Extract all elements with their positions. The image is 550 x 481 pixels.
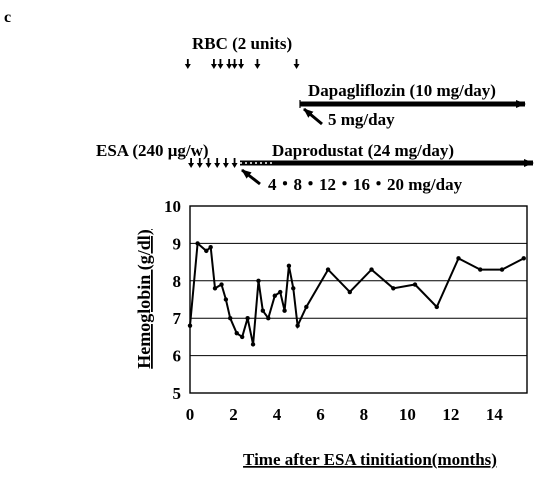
data-point [278,289,283,295]
rbc-arrow [184,64,191,69]
esa-arrow [205,163,212,168]
y-axis-label: Hemoglobin (g/dl) [134,229,155,369]
x-tick-label: 14 [486,405,504,424]
data-point [347,289,353,295]
daprodustat-titration-label: 4・8・12・16・20 mg/day [268,175,463,194]
esa-arrow [196,163,203,168]
gridlines [190,242,527,357]
esa-dose-markers [188,158,238,168]
data-point [272,293,277,298]
rbc-arrow [226,64,233,69]
y-tick-label: 10 [164,197,181,216]
x-tick-label: 4 [273,405,282,424]
data-point [325,267,331,272]
rbc-arrow [210,64,217,69]
data-point [434,304,439,310]
y-tick-labels: 5 6 7 8 9 10 [164,197,182,403]
y-tick-label: 7 [173,309,182,328]
rbc-arrow [217,64,224,69]
rbc-arrow [254,64,261,69]
y-tick-label: 6 [173,347,182,366]
plot-frame [189,205,528,394]
data-point [291,286,296,291]
data-point [304,304,309,310]
y-tick-label: 5 [173,384,182,403]
x-axis-label: Time after ESA tinitiation(months) [243,450,497,469]
data-point [456,256,461,261]
data-point [228,316,233,321]
x-tick-label: 0 [186,405,195,424]
data-point [391,286,396,291]
x-tick-label: 8 [360,405,369,424]
x-tick-label: 10 [399,405,416,424]
rbc-arrow [293,64,300,69]
data-point [212,286,218,291]
y-tick-label: 8 [173,272,182,291]
data-point [286,263,292,269]
data-point [219,282,224,287]
data-point [223,297,229,302]
data-point [266,316,271,321]
data-point [234,330,239,336]
data-point [521,256,526,261]
x-tick-labels: 0 2 4 6 8 10 12 14 [186,405,504,424]
data-point [239,334,245,340]
data-point [412,282,418,287]
rbc-arrow [238,64,245,69]
x-tick-label: 2 [229,405,238,424]
data-point [245,316,250,321]
rbc-transfusion-markers [184,59,300,69]
daprodustat-titration-pointer [241,168,261,186]
x-tick-label: 12 [442,405,459,424]
rbc-arrow [231,64,238,69]
data-point [499,267,505,272]
data-point [208,244,213,250]
data-point [187,323,193,328]
y-tick-label: 9 [173,234,182,253]
data-point [204,248,209,254]
dapagliflozin-label: Dapagliflozin (10 mg/day) [308,81,496,100]
hemoglobin-points [187,241,526,347]
hemoglobin-line [189,241,525,345]
data-point [295,323,300,328]
x-tick-label: 6 [316,405,325,424]
data-point [369,267,374,272]
data-point [260,308,266,313]
data-point [478,267,483,272]
data-point [250,342,256,347]
data-point [282,308,287,313]
data-point [195,241,200,246]
esa-arrow [188,163,195,168]
dapagliflozin-start-pointer [303,107,323,126]
panel-label: c [4,9,11,26]
esa-arrow [214,163,221,168]
data-point [256,278,261,283]
plot-area: 5 6 7 8 9 10 0 2 4 6 8 10 12 14 [164,197,528,424]
esa-arrow [222,163,229,168]
esa-label: ESA (240 μg/w) [96,141,209,160]
dapagliflozin-start-label: 5 mg/day [328,110,395,129]
daprodustat-label: Daprodustat (24 mg/day) [272,141,454,160]
esa-arrow [231,163,238,168]
rbc-label: RBC (2 units) [192,34,292,53]
